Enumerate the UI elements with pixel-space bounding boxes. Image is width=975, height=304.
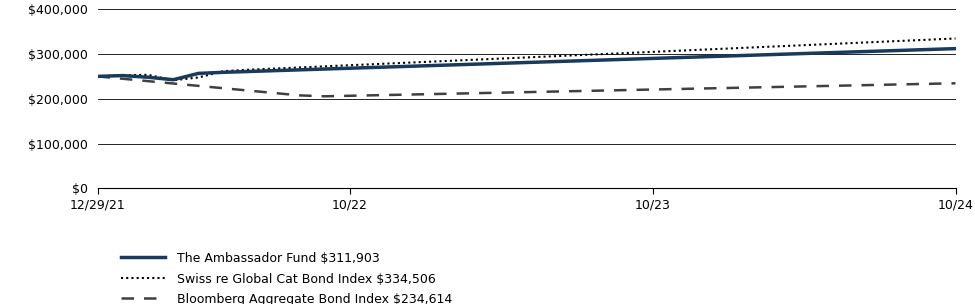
Legend: The Ambassador Fund $311,903, Swiss re Global Cat Bond Index $334,506, Bloomberg: The Ambassador Fund $311,903, Swiss re G…: [121, 252, 452, 304]
